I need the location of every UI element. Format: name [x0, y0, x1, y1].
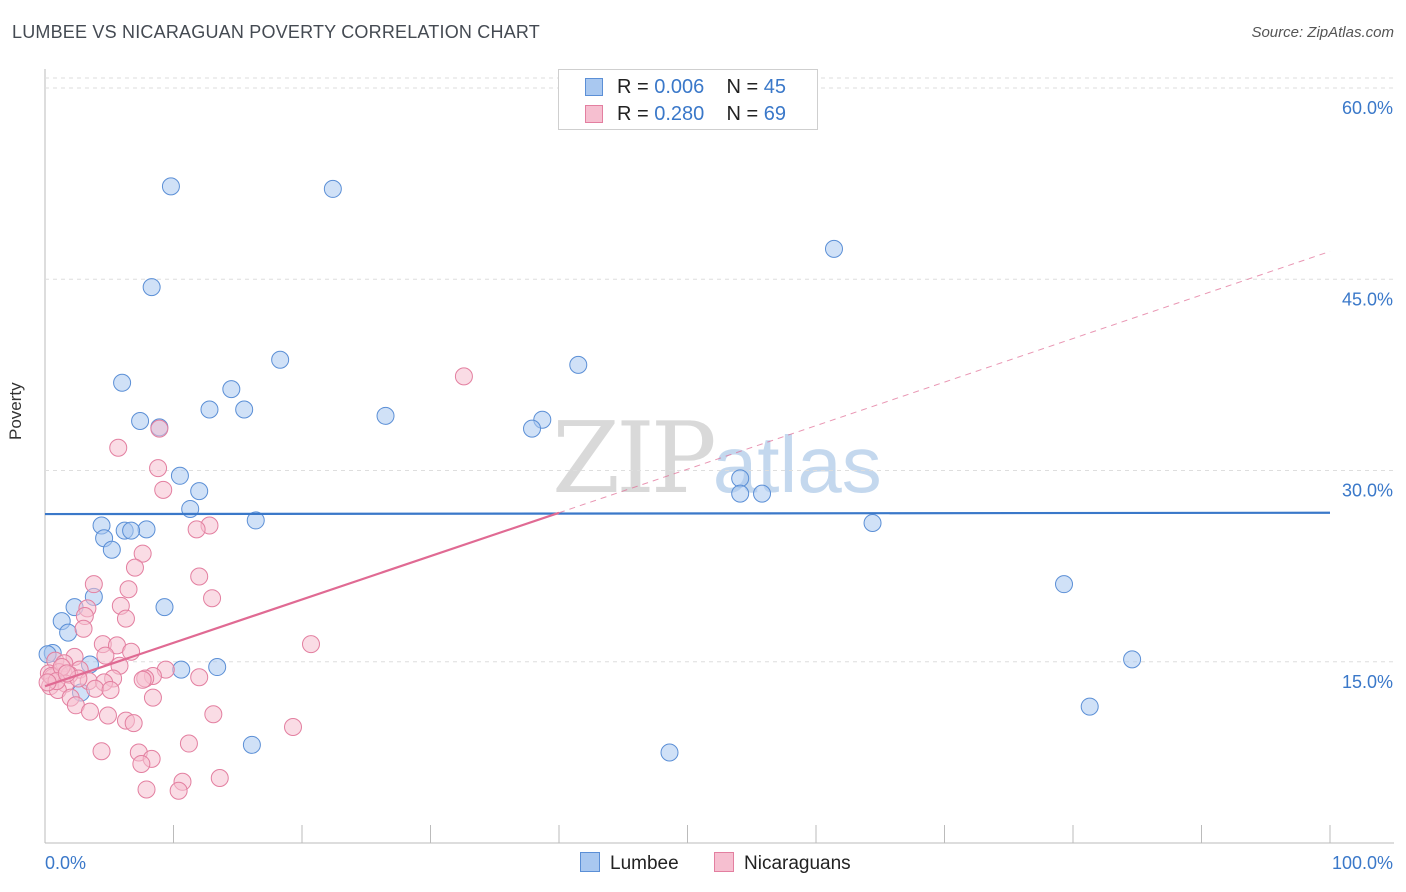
nicaraguan-point	[204, 705, 223, 724]
watermark: ZIPatlas	[552, 402, 882, 516]
nicaraguan-point	[284, 717, 303, 736]
lumbee-point	[235, 400, 254, 419]
lumbee-point	[242, 735, 261, 754]
nicaraguan-trend-extension	[558, 250, 1331, 514]
nicaraguan-point	[150, 419, 169, 438]
lumbee-point	[731, 484, 750, 503]
bottom-legend-nicaraguans: Nicaraguans	[714, 852, 851, 875]
nicaraguan-point	[190, 668, 209, 687]
nicaraguan-point	[187, 520, 206, 539]
source-label: Source: ZipAtlas.com	[1251, 24, 1394, 41]
nicaraguan-point	[132, 754, 151, 773]
nicaraguan-point	[190, 567, 209, 586]
lumbee-point	[1123, 650, 1142, 669]
nicaraguan-point	[143, 688, 162, 707]
nicaraguan-trend-line	[44, 511, 560, 688]
y-tick-label: 60.0%	[1342, 98, 1393, 118]
y-tick-label: 15.0%	[1342, 672, 1393, 692]
nicaraguan-point	[124, 714, 143, 733]
y-tick-label: 30.0%	[1342, 481, 1393, 501]
lumbee-point	[137, 520, 156, 539]
lumbee-point	[113, 373, 132, 392]
lumbee-point	[863, 513, 882, 532]
lumbee-point	[523, 419, 542, 438]
nicaraguan-point	[86, 679, 105, 698]
lumbee-n-value: 45	[763, 76, 787, 98]
y-axis-label: Poverty	[6, 382, 25, 440]
lumbee-trend-line	[44, 511, 1331, 516]
lumbee-point	[142, 278, 161, 297]
nicaraguan-point	[179, 734, 198, 753]
bottom-legend-lumbee: Lumbee	[580, 852, 679, 875]
nicaraguan-point	[133, 670, 152, 689]
y-tick-label: 45.0%	[1342, 289, 1393, 309]
x-tick-label: 0.0%	[45, 853, 86, 873]
nicaraguan-point	[119, 580, 138, 599]
lumbee-r-value: 0.006	[654, 76, 705, 98]
lumbee-point	[59, 623, 78, 642]
nicaraguan-point	[101, 681, 120, 699]
bottom-lumbee-label: Lumbee	[610, 853, 679, 874]
lumbee-point	[1080, 697, 1099, 716]
lumbee-point	[131, 411, 150, 430]
nicaraguan-point	[149, 459, 168, 478]
nicaraguan-point	[133, 544, 152, 563]
lumbee-point	[122, 521, 141, 540]
lumbee-point	[190, 482, 209, 501]
watermark-zip: ZIP	[552, 402, 717, 516]
nicaraguan-point	[80, 702, 99, 721]
lumbee-point	[824, 239, 843, 258]
lumbee-point	[172, 660, 191, 679]
bottom-nicaraguans-label: Nicaraguans	[744, 853, 851, 874]
lumbee-point	[753, 484, 772, 503]
nicaraguans-swatch	[585, 105, 603, 123]
nicaraguan-point	[125, 558, 144, 577]
lumbee-point	[208, 658, 227, 677]
correlation-legend: R = 0.006 N = 45 R = 0.280 N = 69	[558, 69, 818, 130]
lumbee-point	[155, 598, 174, 617]
lumbee-point	[170, 466, 189, 485]
lumbee-point	[731, 469, 750, 488]
nicaraguan-point	[116, 609, 135, 628]
nicaraguans-stats: R = 0.280 N = 69	[617, 103, 787, 125]
lumbee-point	[1055, 575, 1074, 594]
chart-title: LUMBEE VS NICARAGUAN POVERTY CORRELATION…	[12, 22, 540, 42]
lumbee-stats: R = 0.006 N = 45	[617, 76, 787, 98]
nicaraguan-point	[96, 646, 115, 665]
nicaraguan-point	[84, 575, 103, 594]
nicaraguan-point	[137, 780, 156, 799]
nicaraguan-point	[92, 742, 111, 761]
lumbee-point	[660, 743, 679, 762]
nicaraguan-point	[210, 768, 229, 787]
lumbee-point	[222, 380, 241, 399]
nicaraguan-point	[154, 480, 173, 499]
bottom-nicaraguans-swatch	[714, 852, 734, 872]
nicaraguan-point	[98, 706, 117, 725]
nicaraguan-point	[169, 781, 188, 800]
bottom-lumbee-swatch	[580, 852, 600, 872]
lumbee-swatch	[585, 78, 603, 96]
lumbee-point	[200, 400, 219, 419]
lumbee-point	[102, 540, 121, 559]
nicaraguan-point	[301, 635, 320, 654]
lumbee-point	[569, 355, 588, 374]
lumbee-point	[246, 511, 265, 530]
lumbee-point	[161, 177, 180, 196]
lumbee-point	[323, 179, 342, 198]
nicaraguan-point	[454, 367, 473, 386]
nicaraguans-n-value: 69	[763, 103, 787, 125]
nicaraguan-point	[74, 619, 93, 638]
x-tick-label: 100.0%	[1332, 853, 1393, 873]
lumbee-point	[271, 350, 290, 369]
nicaraguan-point	[109, 438, 128, 457]
lumbee-point	[376, 406, 395, 425]
nicaraguan-point	[203, 589, 222, 608]
nicaraguans-r-value: 0.280	[654, 103, 705, 125]
